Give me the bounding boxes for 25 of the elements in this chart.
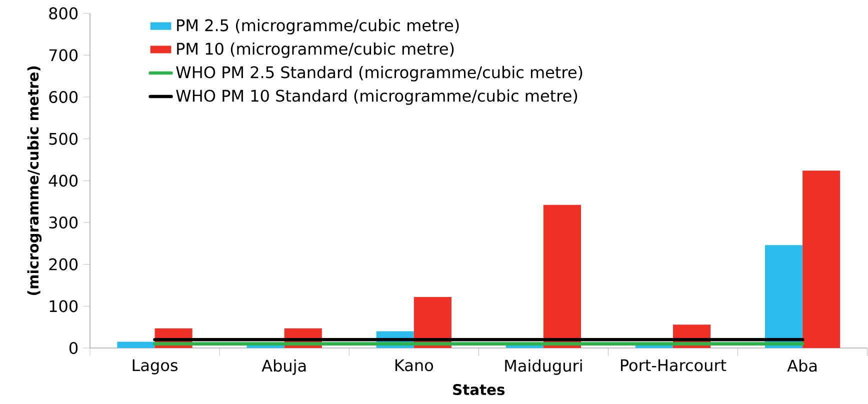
x-tick-label: Aba xyxy=(787,359,817,372)
legend-label: PM 10 (microgramme/cubic metre) xyxy=(177,42,454,58)
x-tick-label: Port-Harcourt xyxy=(621,359,726,372)
y-tick-label: 100 xyxy=(50,300,78,312)
y-tick-label: 700 xyxy=(49,49,78,62)
bar xyxy=(802,170,840,348)
legend-label: PM 2.5 (microgramme/cubic metre) xyxy=(177,18,459,34)
y-tick-label: 400 xyxy=(48,174,78,187)
y-axis-title: (microgramme/cubic metre) xyxy=(27,66,42,295)
y-tick-label: 0 xyxy=(69,342,78,354)
y-tick-label: 800 xyxy=(49,7,78,20)
x-axis-title: States xyxy=(453,384,505,396)
bar xyxy=(117,342,155,348)
y-tick-label: 500 xyxy=(49,132,78,145)
bar xyxy=(543,204,582,348)
legend-label: WHO PM 2.5 Standard (microgramme/cubic metre) xyxy=(176,66,582,82)
x-tick-label: Maiduguri xyxy=(505,359,582,375)
x-tick-label: Kano xyxy=(395,359,434,372)
x-tick-label: Lagos xyxy=(132,359,178,374)
bar xyxy=(764,245,803,348)
x-tick-label: Abuja xyxy=(262,359,306,375)
y-tick-label: 300 xyxy=(49,216,78,229)
y-tick-label: 600 xyxy=(49,90,78,104)
legend-label: WHO PM 10 Standard (microgramme/cubic metre) xyxy=(176,89,578,105)
y-tick-label: 200 xyxy=(49,258,78,270)
